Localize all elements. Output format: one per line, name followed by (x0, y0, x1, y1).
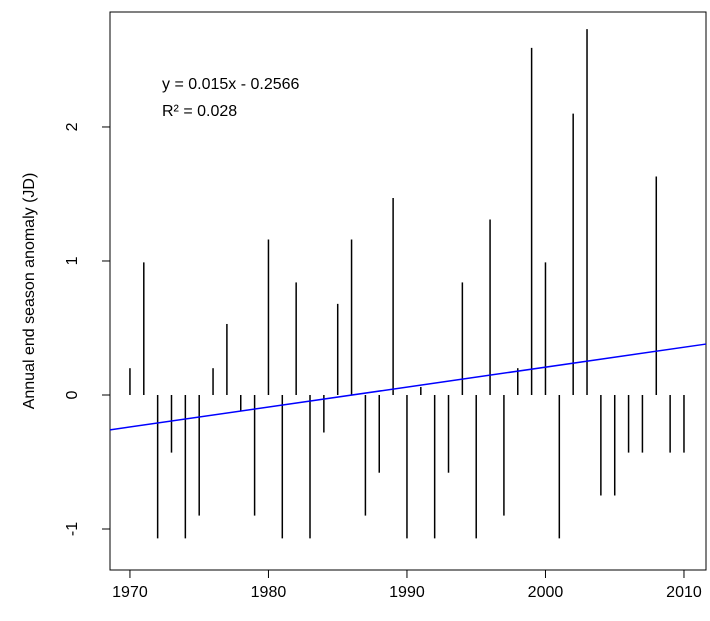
y-tick-label: 2 (64, 122, 81, 131)
y-axis-label: Annual end season anomaly (JD) (21, 173, 38, 410)
equation: y = 0.015x - 0.2566 (162, 76, 300, 93)
x-tick-label: 1980 (251, 584, 287, 601)
x-tick-label: 2010 (666, 584, 702, 601)
r-squared: R² = 0.028 (162, 103, 237, 120)
y-tick-label: -1 (64, 522, 81, 536)
trend-line (109, 343, 707, 431)
x-tick-label: 1990 (389, 584, 425, 601)
y-tick-label: 1 (64, 256, 81, 265)
x-tick-label: 2000 (528, 584, 564, 601)
y-tick-label: 0 (64, 390, 81, 399)
x-tick-label: 1970 (112, 584, 148, 601)
plot-frame (109, 11, 707, 571)
